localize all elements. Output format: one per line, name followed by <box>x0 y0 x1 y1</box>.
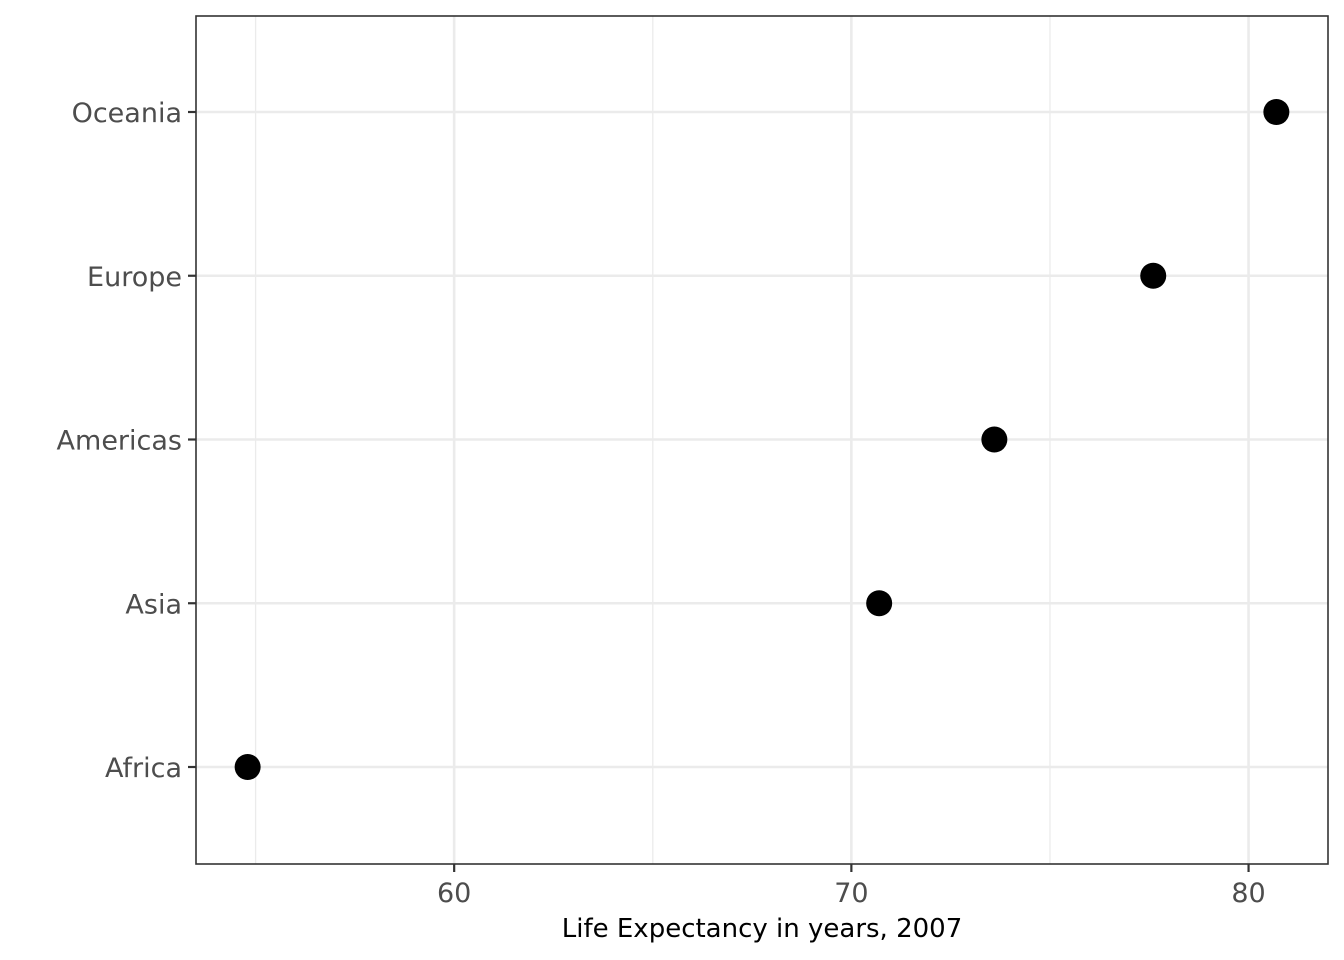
x-tick-label: 60 <box>437 878 471 909</box>
y-tick-label: Asia <box>125 589 182 620</box>
y-tick-label: Europe <box>87 262 182 293</box>
major-gridlines <box>196 16 1328 864</box>
y-tick-label: Oceania <box>72 98 182 129</box>
data-point-asia <box>866 590 893 617</box>
data-point-africa <box>234 754 261 780</box>
y-tick-label: Africa <box>105 753 182 784</box>
x-tick-label: 80 <box>1231 878 1265 909</box>
x-tick-label: 70 <box>834 878 868 909</box>
data-point-oceania <box>1263 99 1290 125</box>
x-axis: 60 70 80 <box>437 864 1266 909</box>
data-point-europe <box>1140 262 1167 289</box>
data-points <box>234 99 1290 780</box>
x-axis-title: Life Expectancy in years, 2007 <box>562 914 963 944</box>
y-tick-label: Americas <box>57 426 182 457</box>
data-point-americas <box>981 426 1008 453</box>
y-axis: Africa Asia Americas Europe Oceania <box>57 98 196 784</box>
